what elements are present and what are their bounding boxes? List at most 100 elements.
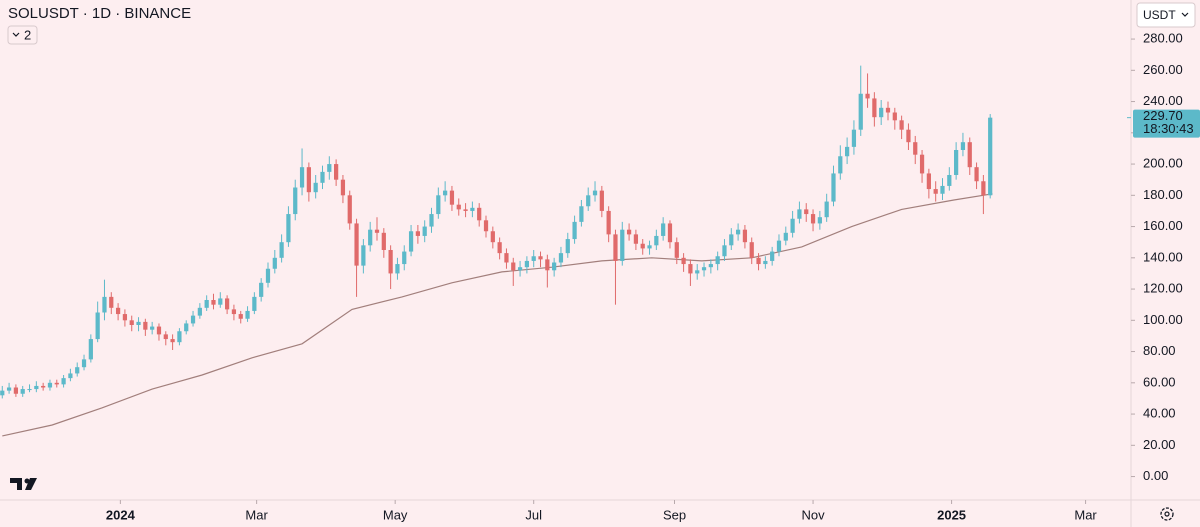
candle-body (933, 189, 938, 194)
candle-body (265, 268, 271, 283)
candle-body (286, 214, 291, 243)
candle-body (974, 167, 979, 182)
candle-body (334, 164, 339, 180)
candle-body (511, 262, 516, 271)
candle-body (136, 321, 141, 325)
candle-body (592, 190, 598, 196)
moving-average (2, 193, 993, 437)
candle-body (449, 190, 455, 205)
settings-button[interactable] (1160, 507, 1174, 521)
candle-body (783, 232, 788, 241)
last-price-box (1133, 109, 1200, 138)
candle-body (524, 260, 530, 268)
candle-body (490, 231, 495, 243)
candle-body (674, 242, 679, 258)
candle-body (701, 267, 707, 271)
candle-body (429, 214, 434, 227)
candle-body (477, 207, 482, 221)
candle-body (272, 257, 277, 269)
candle-body (381, 232, 386, 250)
candle-body (218, 298, 223, 305)
candle-body (456, 204, 461, 210)
candle-body (224, 298, 230, 310)
candle-body (817, 217, 822, 224)
toggle-box[interactable] (7, 25, 38, 45)
gear[interactable] (1160, 507, 1174, 521)
currency-box[interactable] (1136, 2, 1196, 28)
indicator-toggle[interactable]: 2 (7, 25, 38, 45)
candle-body (885, 107, 891, 113)
candle-body (640, 243, 645, 249)
candle-body (967, 142, 972, 168)
candle-body (626, 229, 632, 235)
candle-body (879, 107, 884, 118)
y-tick-label: 260.00 (1143, 62, 1183, 77)
candle-body (538, 256, 543, 260)
candle-body (960, 142, 966, 150)
candle-body (545, 259, 550, 271)
candle-body (810, 214, 816, 224)
candle-body (374, 229, 380, 233)
candle-body (443, 190, 448, 196)
candle-body (122, 314, 128, 321)
candle-body (245, 310, 250, 319)
candle-body (715, 256, 720, 265)
candle-body (865, 93, 870, 99)
candle-body (504, 253, 509, 263)
candle-body (75, 367, 80, 374)
chart-title: SOLUSDT · 1D · BINANCE (8, 5, 191, 22)
candle-body (913, 142, 918, 155)
candle-body (517, 267, 523, 271)
candle-body (845, 146, 850, 157)
currency-button[interactable]: USDT (1136, 2, 1196, 28)
candle-body (831, 173, 836, 202)
candle-body (681, 257, 686, 265)
candle-body (470, 207, 475, 211)
candle-body (654, 235, 659, 246)
candle-body (749, 242, 754, 258)
candle-body (197, 307, 202, 316)
candle-body (61, 378, 66, 385)
candle-body (988, 117, 993, 196)
candle-body (926, 173, 931, 190)
candle-body (27, 389, 32, 391)
candle-body (95, 312, 100, 340)
x-tick-label: Mar (245, 507, 268, 522)
candle-body (81, 359, 87, 368)
candle-body (354, 223, 359, 266)
candle-body (599, 190, 604, 211)
logo-part (25, 478, 37, 490)
candle-body (177, 331, 182, 343)
candle-body (259, 282, 264, 297)
candle-body (586, 195, 591, 207)
plot: 0.00 20.00 40.00 60.00 80.00 100.00 120.00 140.… (0, 31, 1200, 522)
y-tick-label: 20.00 (1143, 437, 1176, 452)
candle-body (190, 315, 196, 324)
candle-body (756, 257, 761, 265)
candle-body (402, 251, 407, 265)
candle-body (150, 326, 155, 330)
candle-body (838, 156, 843, 174)
candle-body (919, 154, 925, 174)
candle-body (415, 231, 420, 236)
candle-body (954, 150, 959, 175)
candle-body (729, 234, 734, 246)
candle-body (163, 334, 168, 340)
candle-body (899, 120, 904, 130)
candle-body (633, 234, 639, 244)
x-tick-label: Sep (663, 507, 686, 522)
candle-body (613, 234, 618, 261)
candle-body (238, 314, 243, 319)
x-tick-label: Nov (801, 507, 825, 522)
candle-body (88, 339, 93, 360)
x-tick-label: Jul (525, 507, 542, 522)
candle-body (688, 264, 693, 274)
candle-body (708, 264, 713, 268)
y-tick-label: 80.00 (1143, 343, 1176, 358)
candle-body (858, 93, 863, 130)
candle-body (361, 245, 366, 266)
candle-body (408, 231, 414, 252)
candle-body (184, 323, 189, 332)
x-tick-label: 2025 (937, 507, 966, 522)
candle-body (0, 390, 5, 396)
